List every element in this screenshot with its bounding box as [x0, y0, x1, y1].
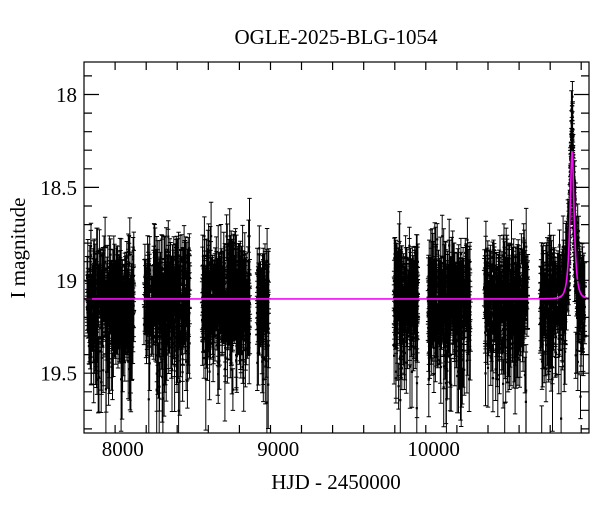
- axis-ticks: [84, 62, 589, 433]
- y-tick-label: 18: [56, 83, 77, 107]
- axis-tick-labels: 8000 9000 10000 18 18.5 19 19.5: [40, 83, 460, 461]
- y-tick-label: 18.5: [40, 176, 77, 200]
- x-axis-label: HJD - 2450000: [271, 470, 401, 494]
- x-tick-label: 8000: [102, 437, 144, 461]
- error-bars: [84, 81, 587, 433]
- data-points-layer: [84, 81, 587, 433]
- y-tick-label: 19: [56, 269, 77, 293]
- microlensing-model-curve: [84, 150, 589, 300]
- plot-frame: [83, 61, 590, 434]
- x-tick-label: 9000: [257, 437, 299, 461]
- x-tick-label: 10000: [407, 437, 460, 461]
- frame-box: [83, 61, 590, 434]
- model-curve-layer: [84, 150, 589, 300]
- tick-marks: [84, 62, 589, 433]
- photometry-points: [85, 95, 586, 420]
- y-axis-label: I magnitude: [6, 198, 30, 299]
- plot-title: OGLE-2025-BLG-1054: [235, 25, 438, 49]
- y-tick-label: 19.5: [40, 362, 77, 386]
